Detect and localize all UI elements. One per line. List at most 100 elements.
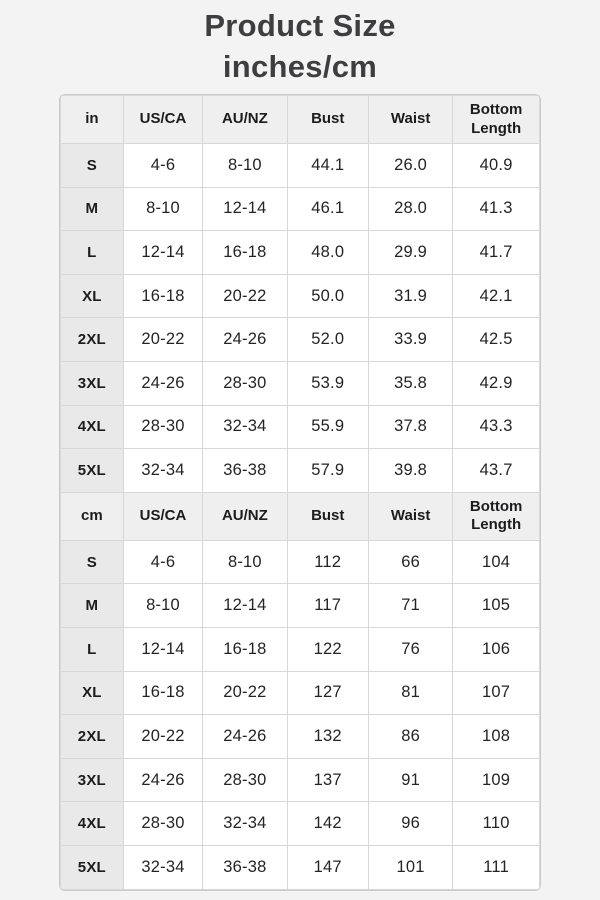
size-label-cell: S [60,539,124,585]
value-cell: 4-6 [122,143,204,188]
value-cell: 53.9 [286,360,369,406]
size-label-cell: S [60,143,124,188]
value-cell: 108 [452,714,540,759]
value-cell: 35.8 [367,360,454,406]
value-cell: 26.0 [367,143,454,188]
column-header: Bottom Length [452,95,540,144]
value-cell: 20-22 [122,714,204,759]
value-cell: 24-26 [122,360,204,406]
value-cell: 132 [286,714,369,759]
size-label-cell: 3XL [60,757,124,803]
table-row: S 4-6 8-10 112 66 104 [60,539,540,585]
size-label-cell: 3XL [60,360,124,406]
value-cell: 76 [367,626,454,672]
table-row: 3XL 24-26 28-30 53.9 35.8 42.9 [60,360,540,406]
value-cell: 112 [286,539,369,585]
table-row: S 4-6 8-10 44.1 26.0 40.9 [60,143,540,188]
column-header: Bust [286,95,369,144]
value-cell: 71 [367,583,454,628]
value-cell: 16-18 [202,626,288,672]
value-cell: 20-22 [202,273,288,319]
table-row: XL 16-18 20-22 50.0 31.9 42.1 [60,273,540,319]
value-cell: 42.9 [452,360,540,406]
header-row-cm: cm US/CA AU/NZ Bust Waist Bottom Length [60,491,540,541]
column-header: Waist [367,95,454,144]
value-cell: 81 [367,670,454,716]
size-label-cell: M [60,186,124,232]
column-header: US/CA [122,95,204,144]
value-cell: 28-30 [122,404,204,450]
value-cell: 12-14 [122,626,204,672]
value-cell: 91 [367,757,454,803]
table-row: M 8-10 12-14 46.1 28.0 41.3 [60,186,540,232]
size-label-cell: XL [60,670,124,716]
value-cell: 16-18 [122,670,204,716]
value-cell: 8-10 [122,186,204,232]
value-cell: 66 [367,539,454,585]
table-row: L 12-14 16-18 122 76 106 [60,626,540,672]
table-row: 4XL 28-30 32-34 55.9 37.8 43.3 [60,404,540,450]
column-header: Bottom Length [452,491,540,541]
value-cell: 24-26 [122,757,204,803]
value-cell: 12-14 [122,230,204,275]
value-cell: 32-34 [122,448,204,493]
size-chart-table: in US/CA AU/NZ Bust Waist Bottom Length S 4-6 8-… [60,95,540,890]
size-label-cell: 5XL [60,844,124,890]
value-cell: 41.3 [452,186,540,232]
value-cell: 43.3 [452,404,540,450]
value-cell: 43.7 [452,448,540,493]
value-cell: 32-34 [122,844,204,890]
size-table-body: in US/CA AU/NZ Bust Waist Bottom Length S 4-6 8-… [60,95,540,890]
value-cell: 32-34 [202,801,288,846]
value-cell: 31.9 [367,273,454,319]
column-header: Bust [286,491,369,541]
table-row: 3XL 24-26 28-30 137 91 109 [60,757,540,803]
table-row: 5XL 32-34 36-38 147 101 111 [60,844,540,890]
title-line-2: inches/cm [222,49,378,84]
column-header: US/CA [122,491,204,541]
value-cell: 12-14 [202,583,288,628]
value-cell: 8-10 [122,583,204,628]
column-header: AU/NZ [202,491,288,541]
value-cell: 96 [367,801,454,846]
value-cell: 50.0 [286,273,369,319]
value-cell: 41.7 [452,230,540,275]
table-row: XL 16-18 20-22 127 81 107 [60,670,540,716]
value-cell: 101 [367,844,454,890]
value-cell: 106 [452,626,540,672]
size-label-cell: M [60,583,124,628]
table-row: L 12-14 16-18 48.0 29.9 41.7 [60,230,540,275]
value-cell: 39.8 [367,448,454,493]
value-cell: 20-22 [202,670,288,716]
value-cell: 4-6 [122,539,204,585]
value-cell: 127 [286,670,369,716]
header-row-in: in US/CA AU/NZ Bust Waist Bottom Length [60,95,540,144]
size-label-cell: L [60,230,124,275]
table-row: 4XL 28-30 32-34 142 96 110 [60,801,540,846]
value-cell: 86 [367,714,454,759]
value-cell: 28.0 [367,186,454,232]
value-cell: 36-38 [202,448,288,493]
value-cell: 28-30 [202,360,288,406]
title-line-1: Product Size [204,8,396,43]
column-header: cm [60,491,124,541]
value-cell: 46.1 [286,186,369,232]
value-cell: 24-26 [202,317,288,362]
size-label-cell: 4XL [60,801,124,846]
value-cell: 117 [286,583,369,628]
value-cell: 16-18 [122,273,204,319]
value-cell: 122 [286,626,369,672]
value-cell: 55.9 [286,404,369,450]
value-cell: 8-10 [202,143,288,188]
size-label-cell: 2XL [60,317,124,362]
value-cell: 109 [452,757,540,803]
table-row: M 8-10 12-14 117 71 105 [60,583,540,628]
value-cell: 111 [452,844,540,890]
value-cell: 44.1 [286,143,369,188]
value-cell: 52.0 [286,317,369,362]
value-cell: 147 [286,844,369,890]
value-cell: 32-34 [202,404,288,450]
value-cell: 28-30 [122,801,204,846]
value-cell: 142 [286,801,369,846]
